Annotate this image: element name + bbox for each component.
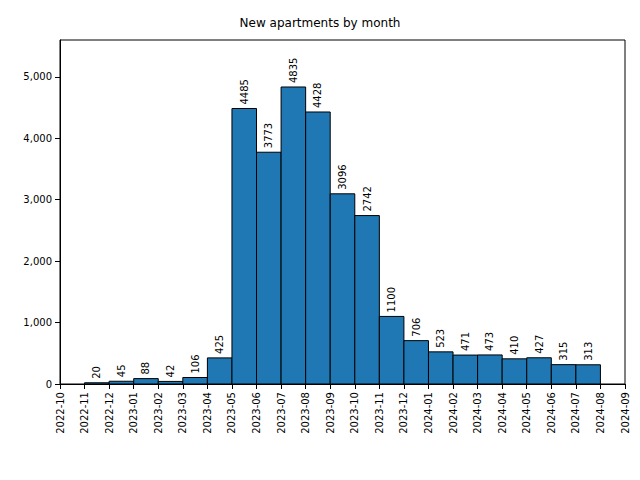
- svg-text:2024-07: 2024-07: [570, 392, 581, 434]
- svg-text:4,000: 4,000: [23, 133, 52, 144]
- svg-text:2023-11: 2023-11: [374, 392, 385, 434]
- svg-text:2024-02: 2024-02: [448, 392, 459, 434]
- svg-text:2,000: 2,000: [23, 256, 52, 267]
- svg-text:1100: 1100: [386, 287, 397, 312]
- svg-text:2023-05: 2023-05: [226, 392, 237, 434]
- svg-text:2023-12: 2023-12: [398, 392, 409, 434]
- svg-text:2024-01: 2024-01: [423, 392, 434, 434]
- svg-text:88: 88: [140, 362, 151, 375]
- svg-text:313: 313: [583, 342, 594, 361]
- svg-text:42: 42: [165, 365, 176, 378]
- svg-text:2022-11: 2022-11: [79, 392, 90, 434]
- svg-text:2023-04: 2023-04: [202, 392, 213, 434]
- svg-text:315: 315: [558, 342, 569, 361]
- svg-text:0: 0: [46, 379, 52, 390]
- svg-text:5,000: 5,000: [23, 71, 52, 82]
- svg-text:3,000: 3,000: [23, 194, 52, 205]
- svg-text:3096: 3096: [337, 164, 348, 189]
- svg-text:2023-07: 2023-07: [276, 392, 287, 434]
- svg-text:2022-12: 2022-12: [104, 392, 115, 434]
- svg-text:106: 106: [190, 354, 201, 373]
- svg-text:471: 471: [460, 332, 471, 351]
- svg-text:2023-01: 2023-01: [128, 392, 139, 434]
- svg-text:427: 427: [534, 335, 545, 354]
- svg-text:2024-08: 2024-08: [595, 392, 606, 434]
- svg-text:2024-03: 2024-03: [472, 392, 483, 434]
- svg-text:3773: 3773: [263, 123, 274, 148]
- svg-text:2023-10: 2023-10: [349, 392, 360, 434]
- svg-text:410: 410: [509, 336, 520, 355]
- svg-text:2022-10: 2022-10: [55, 392, 66, 434]
- svg-text:4835: 4835: [288, 58, 299, 83]
- svg-text:2024-09: 2024-09: [620, 392, 631, 434]
- svg-text:2024-06: 2024-06: [546, 392, 557, 434]
- svg-text:2023-09: 2023-09: [325, 392, 336, 434]
- svg-text:473: 473: [484, 332, 495, 351]
- svg-text:2024-05: 2024-05: [521, 392, 532, 434]
- svg-text:2023-08: 2023-08: [300, 392, 311, 434]
- svg-text:20: 20: [91, 366, 102, 379]
- svg-text:2023-02: 2023-02: [153, 392, 164, 434]
- svg-text:523: 523: [435, 329, 446, 348]
- svg-text:4485: 4485: [239, 79, 250, 104]
- svg-text:1,000: 1,000: [23, 317, 52, 328]
- svg-text:2742: 2742: [362, 186, 373, 211]
- svg-text:2023-03: 2023-03: [177, 392, 188, 434]
- svg-text:2024-04: 2024-04: [497, 392, 508, 434]
- svg-text:4428: 4428: [312, 83, 323, 108]
- svg-text:706: 706: [411, 318, 422, 337]
- svg-text:425: 425: [214, 335, 225, 354]
- svg-text:New apartments by month: New apartments by month: [240, 16, 401, 30]
- svg-text:2023-06: 2023-06: [251, 392, 262, 434]
- svg-text:45: 45: [116, 365, 127, 378]
